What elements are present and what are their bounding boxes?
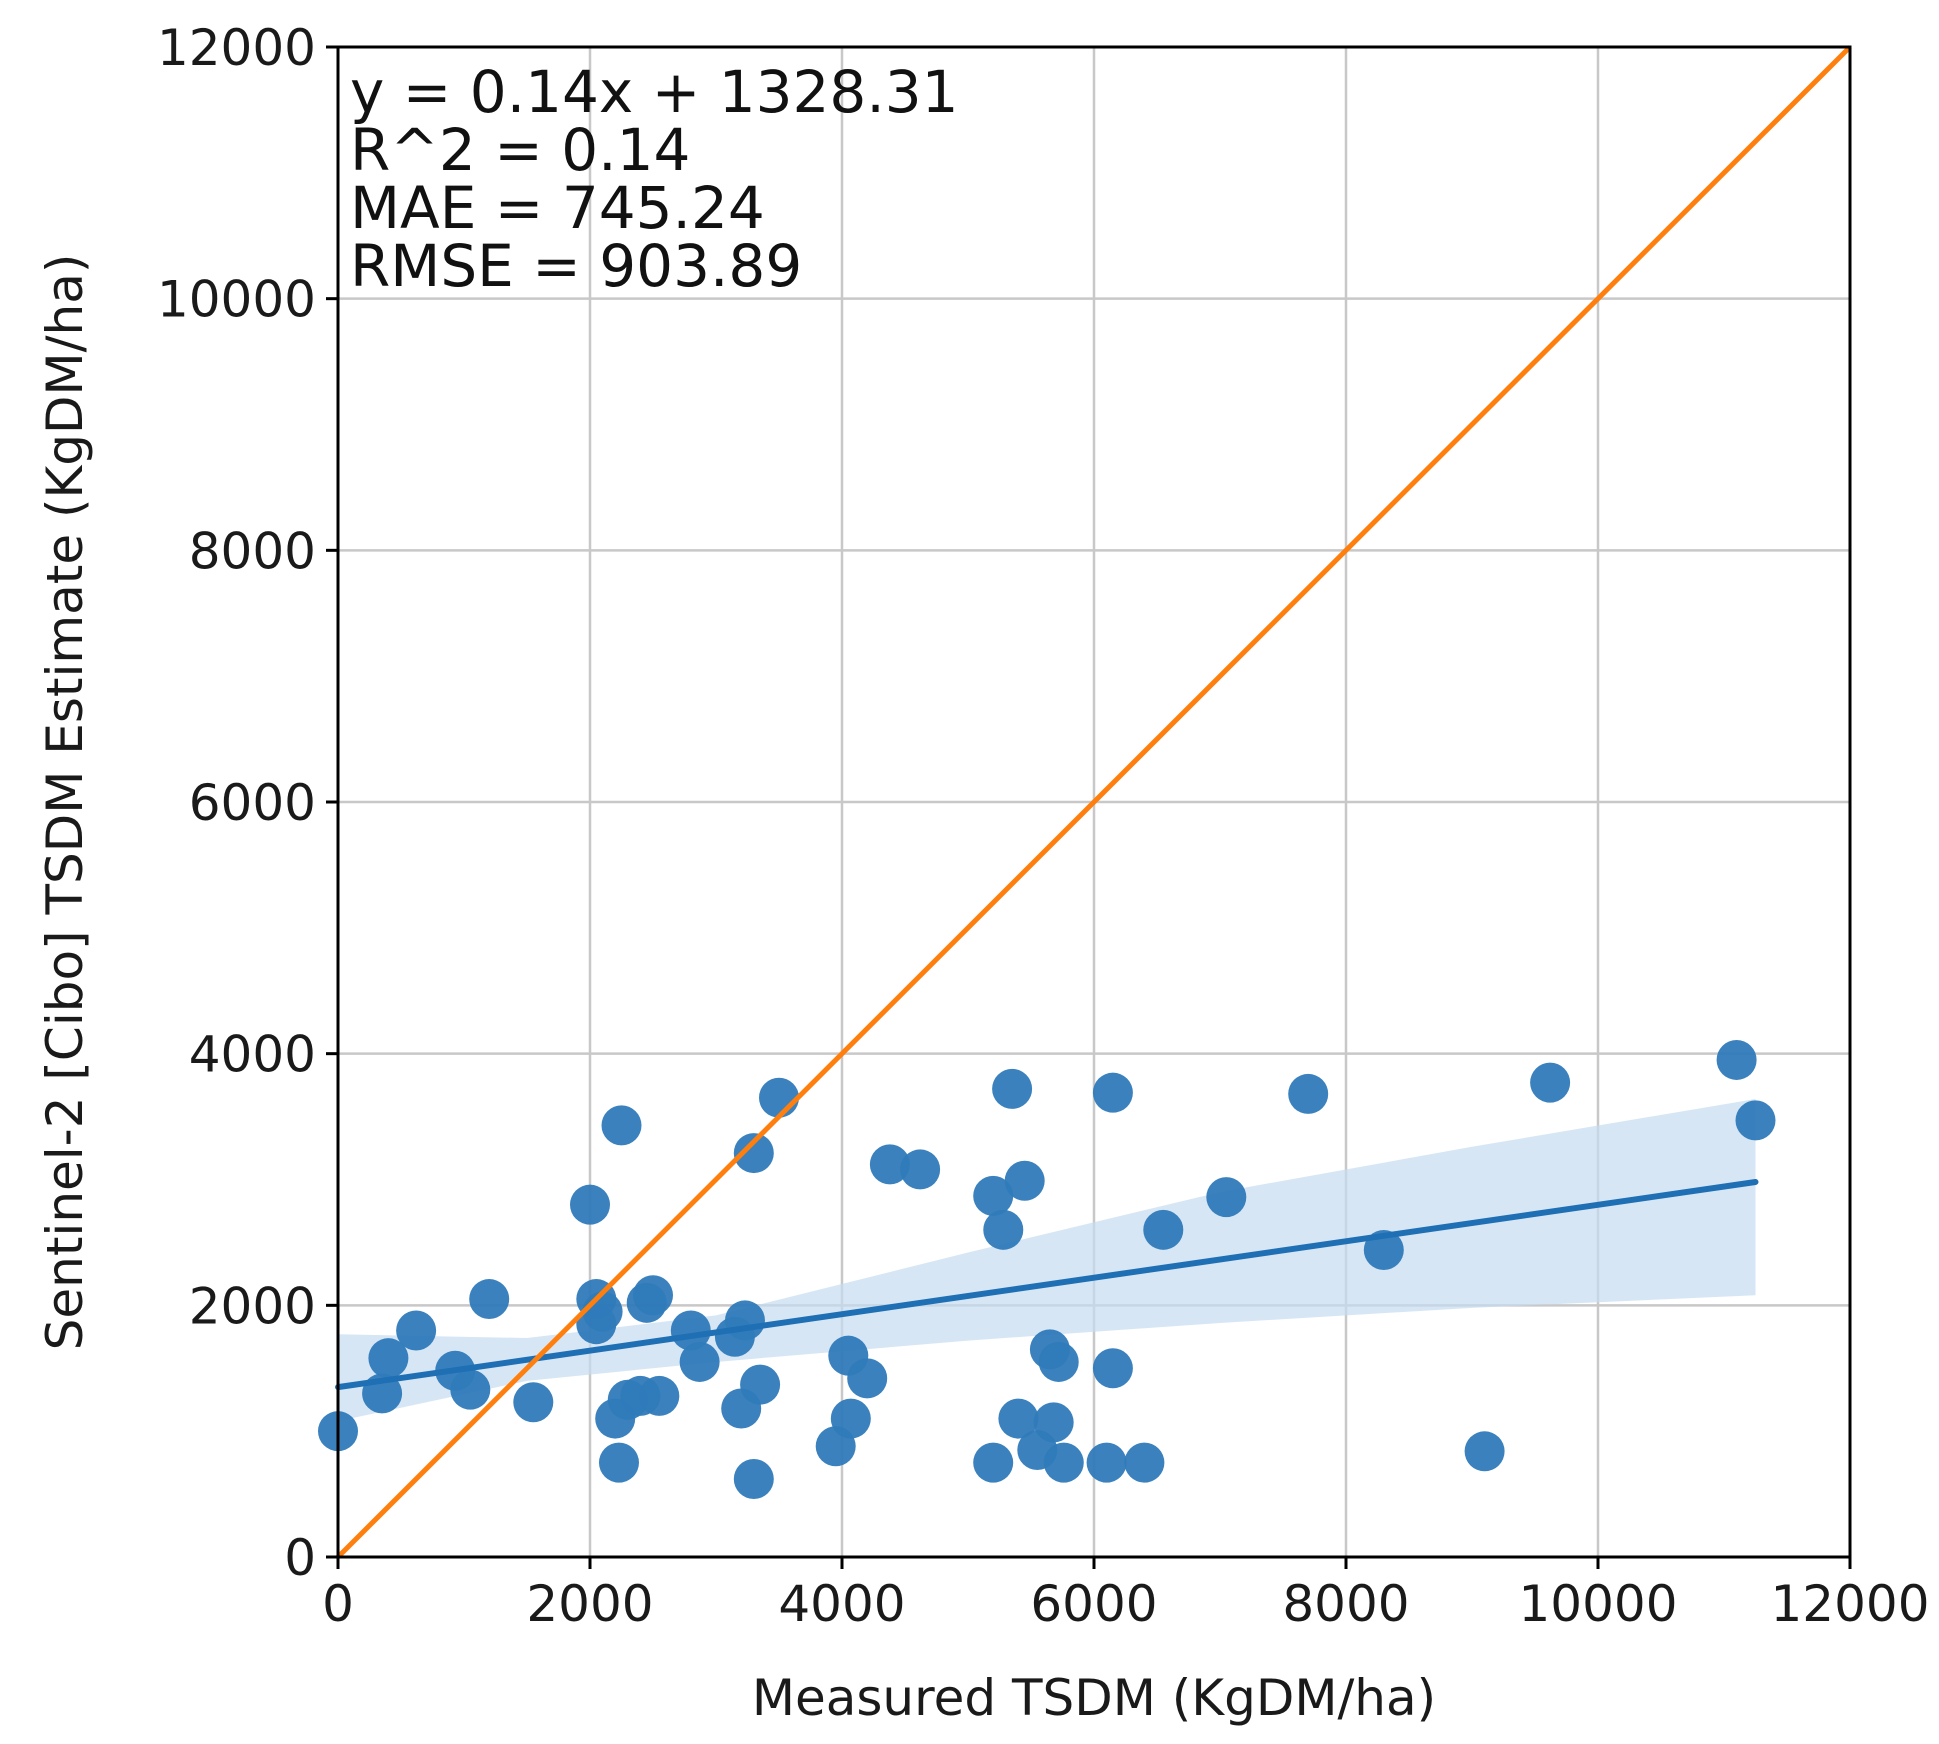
scatter-point [1143, 1209, 1184, 1250]
scatter-point [983, 1209, 1024, 1250]
scatter-point [368, 1338, 409, 1379]
x-tick-label: 6000 [1030, 1575, 1157, 1633]
scatter-point [1043, 1442, 1084, 1483]
y-tick-label: 2000 [189, 1277, 316, 1335]
scatter-point [740, 1364, 781, 1405]
scatter-point [450, 1369, 491, 1410]
scatter-point [759, 1077, 799, 1118]
scatter-point [633, 1275, 673, 1316]
y-tick-label: 8000 [189, 522, 316, 580]
y-axis-title: Sentinel-2 [Cibo] TSDM Estimate (KgDM/ha… [36, 254, 94, 1351]
scatter-point [1038, 1341, 1079, 1382]
scatter-point [679, 1341, 720, 1382]
scatter-point [1716, 1039, 1757, 1080]
scatter-point [1206, 1177, 1247, 1218]
fit-lines [335, 45, 1852, 1559]
scatter-point [469, 1279, 510, 1320]
scatter-point [1092, 1072, 1133, 1113]
x-tick-label: 0 [322, 1575, 354, 1633]
r-squared-text: R^2 = 0.14 [350, 116, 690, 184]
x-tick-label: 4000 [778, 1575, 905, 1633]
scatter-point [733, 1458, 774, 1499]
scatter-point [724, 1300, 765, 1341]
rmse-text: RMSE = 903.89 [350, 232, 802, 300]
regression-equation: y = 0.14x + 1328.31 [350, 58, 959, 126]
y-tick-label: 4000 [189, 1026, 316, 1084]
scatter-point [900, 1149, 941, 1190]
scatter-point [1464, 1431, 1505, 1472]
scatter-point [1124, 1442, 1165, 1483]
mae-text: MAE = 745.24 [350, 174, 765, 242]
scatter-point [1288, 1073, 1329, 1114]
x-tick-label: 8000 [1282, 1575, 1409, 1633]
scatter-point [869, 1144, 910, 1185]
y-tick-label: 0 [284, 1529, 316, 1587]
identity-line [336, 45, 1852, 1559]
x-axis-title: Measured TSDM (KgDM/ha) [752, 1669, 1436, 1727]
regression-line [335, 1179, 1759, 1391]
axis-ticks: 0 2000 4000 6000 8000 10000 12000 0 2000 4000 6000… [157, 19, 1930, 1633]
x-tick-label: 12000 [1770, 1575, 1929, 1633]
scatter-point [1086, 1442, 1127, 1483]
scatter-point [1004, 1160, 1045, 1201]
scatter-point [513, 1382, 554, 1423]
scatter-points [318, 1039, 1776, 1499]
y-tick-label: 6000 [189, 774, 316, 832]
fit-statistics: y = 0.14x + 1328.31 R^2 = 0.14 MAE = 745… [350, 58, 959, 300]
scatter-point [998, 1398, 1039, 1439]
y-tick-label: 12000 [157, 19, 316, 77]
scatter-point [830, 1398, 871, 1439]
scatter-point [733, 1133, 774, 1174]
scatter-point [847, 1358, 888, 1399]
scatter-point [582, 1291, 623, 1332]
scatter-point [639, 1375, 680, 1416]
scatter-point [1530, 1062, 1571, 1103]
scatter-point [1033, 1402, 1074, 1443]
scatter-point [973, 1442, 1014, 1483]
x-tick-label: 2000 [526, 1575, 653, 1633]
x-tick-label: 10000 [1518, 1575, 1677, 1633]
scatter-point [396, 1310, 437, 1351]
scatter-point [570, 1184, 610, 1225]
scatter-point [601, 1105, 642, 1146]
scatter-point [1735, 1100, 1776, 1141]
y-tick-label: 10000 [157, 271, 316, 329]
scatter-point [598, 1442, 639, 1483]
scatter-point [973, 1175, 1014, 1216]
scatter-point [992, 1068, 1033, 1109]
scatter-point [1092, 1348, 1133, 1389]
